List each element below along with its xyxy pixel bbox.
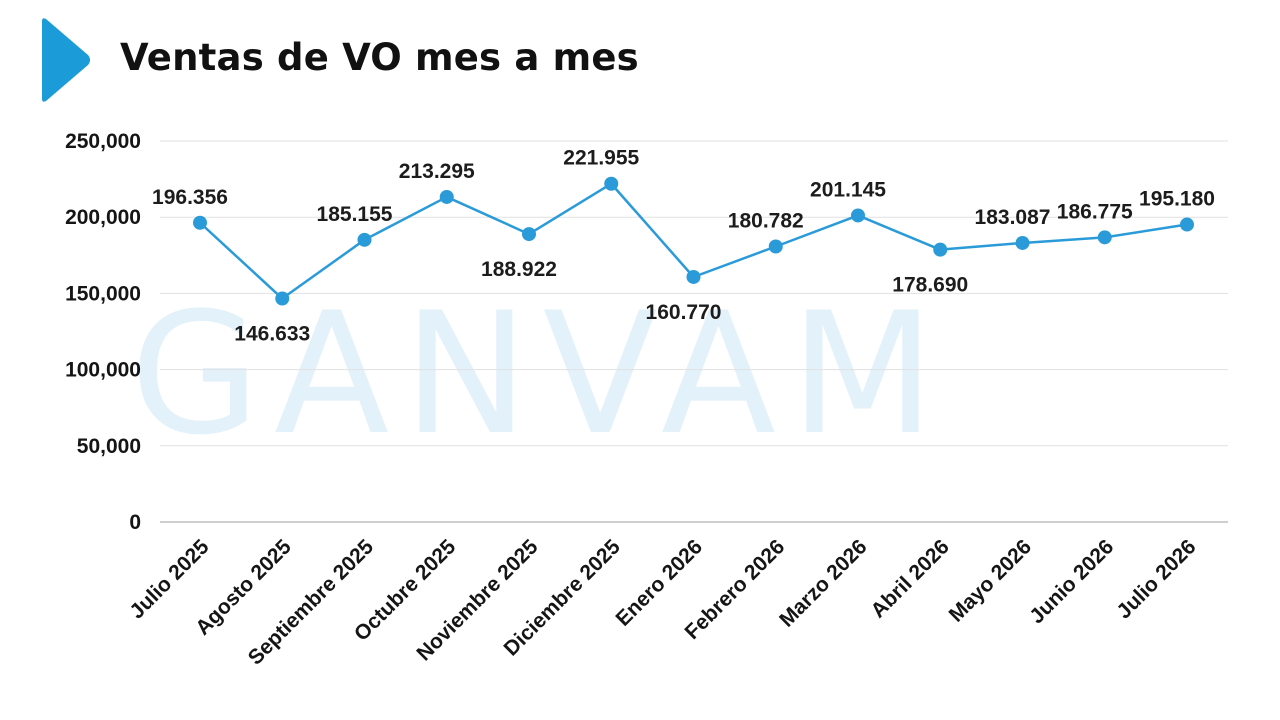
y-tick-label: 250,000 — [65, 130, 141, 153]
x-tick-label: Mayo 2026 — [945, 535, 1036, 626]
data-point — [275, 291, 290, 306]
data-label: 201.145 — [810, 178, 886, 201]
data-label: 213.295 — [399, 160, 475, 183]
y-tick-label: 100,000 — [65, 359, 141, 382]
grid-lines — [160, 140, 1228, 523]
data-label: 195.180 — [1139, 188, 1215, 211]
data-label: 188.922 — [481, 258, 557, 281]
data-point — [851, 208, 865, 223]
data-label: 180.782 — [728, 209, 804, 232]
data-point — [439, 189, 454, 204]
y-tick-label: 150,000 — [65, 282, 141, 305]
data-label: 160.770 — [646, 301, 722, 324]
y-tick-label: 0 — [129, 511, 141, 534]
data-points — [193, 176, 1194, 306]
x-tick-label: Junio 2026 — [1025, 535, 1118, 628]
y-axis-ticks: 0 50,000 100,000 150,000 200,000 250,000 — [65, 130, 141, 534]
data-label: 178.690 — [892, 274, 968, 297]
data-label: 146.633 — [234, 323, 310, 346]
data-label: 221.955 — [563, 147, 639, 170]
data-label: 196.356 — [152, 186, 228, 209]
data-label: 183.087 — [975, 206, 1051, 229]
data-label: 186.775 — [1057, 200, 1133, 223]
data-point — [1097, 230, 1112, 245]
data-labels: 196.356 146.633 185.155 213.295 188.922 221.9… — [152, 147, 1215, 346]
data-label: 185.155 — [317, 203, 393, 226]
data-point — [933, 242, 948, 257]
data-point — [522, 227, 536, 242]
x-tick-label: Julio 2025 — [125, 535, 213, 623]
data-point — [1180, 217, 1194, 232]
chart-title: Ventas de VO mes a mes — [120, 36, 639, 79]
data-point — [768, 239, 783, 254]
data-point — [193, 215, 207, 230]
data-point — [357, 232, 372, 247]
y-tick-label: 50,000 — [77, 435, 141, 458]
data-point — [686, 269, 701, 284]
data-point — [1015, 235, 1030, 250]
x-tick-label: Marzo 2026 — [775, 535, 871, 631]
y-tick-label: 200,000 — [65, 206, 141, 229]
x-tick-label: Julio 2026 — [1112, 535, 1200, 623]
data-point — [604, 176, 619, 191]
chevron-right-icon — [42, 18, 90, 102]
watermark-logo: GANVAM — [130, 276, 949, 472]
x-tick-label: Abril 2026 — [867, 535, 954, 622]
